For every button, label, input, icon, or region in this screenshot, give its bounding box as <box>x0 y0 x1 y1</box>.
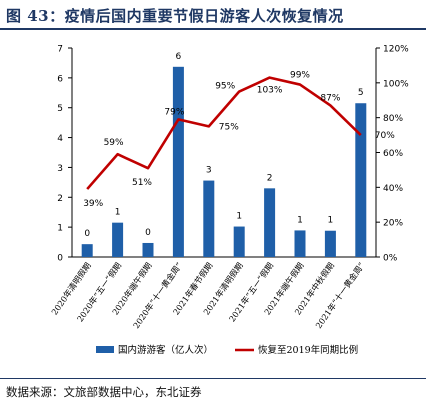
y-right-tick-label: 20% <box>383 219 403 229</box>
y-left-tick-label: 2 <box>57 194 63 204</box>
bar-value-label: 2 <box>267 173 273 183</box>
line-value-label: 59% <box>104 138 124 148</box>
data-labels: 0 1 0 6 3 1 2 1 1 5 39% 59% 51% 79% 75% 95% 103% 99% 87% 70… <box>83 52 395 239</box>
bar <box>355 103 367 257</box>
line-value-label: 70% <box>375 131 395 141</box>
bar-value-label: 5 <box>358 88 364 98</box>
bar-value-label: 1 <box>115 208 121 218</box>
bar <box>264 188 276 257</box>
line-value-label: 39% <box>83 199 103 209</box>
line-value-label: 95% <box>215 82 235 92</box>
y-left-tick-label: 5 <box>57 104 63 114</box>
line-path <box>86 76 362 190</box>
chart: 012345670%20%40%60%80%100%120%2020年清明假期2… <box>49 45 409 357</box>
line-value-label: 75% <box>219 122 239 132</box>
y-right-tick-label: 60% <box>383 149 403 159</box>
bar-series <box>81 66 367 257</box>
y-left-tick-label: 7 <box>57 45 63 55</box>
y-left-tick-label: 4 <box>57 134 63 144</box>
legend-swatch-bars <box>96 346 114 353</box>
line-value-label: 79% <box>164 107 184 117</box>
source-note: 数据来源：文旅部数据中心，东北证券 <box>6 385 202 399</box>
bar <box>203 180 215 257</box>
line-series <box>86 76 362 190</box>
title-bar: 图 43：疫情后国内重要节假日游客人次恢复情况 <box>0 0 426 30</box>
bar-value-label: 0 <box>84 229 90 239</box>
bar-value-label: 1 <box>297 215 303 225</box>
line-value-label: 87% <box>320 93 340 103</box>
bar-value-label: 1 <box>236 212 242 222</box>
y-left-tick-label: 1 <box>57 224 63 234</box>
bar <box>142 242 154 257</box>
legend: 国内游游客（亿人次） 恢复至2019年同期比例 <box>96 344 358 356</box>
line-value-label: 103% <box>257 86 283 96</box>
bar <box>172 66 184 257</box>
y-left-tick-label: 6 <box>57 74 63 84</box>
legend-label-line: 恢复至2019年同期比例 <box>258 344 358 356</box>
bar-value-label: 3 <box>206 166 212 176</box>
bar <box>81 244 93 257</box>
source-divider <box>0 378 426 379</box>
chart-title: 图 43：疫情后国内重要节假日游客人次恢复情况 <box>6 7 344 25</box>
bar <box>112 222 124 257</box>
y-left-tick-label: 3 <box>57 164 63 174</box>
y-right-tick-label: 100% <box>383 79 409 89</box>
y-right-tick-label: 0% <box>383 254 398 264</box>
bar-value-label: 1 <box>328 216 334 226</box>
bar <box>294 230 306 257</box>
bar <box>233 226 245 257</box>
y-right-tick-label: 80% <box>383 114 403 124</box>
legend-label-bars: 国内游游客（亿人次） <box>118 344 213 356</box>
bar-value-label: 0 <box>145 228 151 238</box>
y-left-tick-label: 0 <box>57 254 63 264</box>
line-value-label: 51% <box>132 178 152 188</box>
y-right-tick-label: 120% <box>383 45 409 55</box>
y-right-tick-label: 40% <box>383 184 403 194</box>
bar <box>324 230 336 257</box>
bar-value-label: 6 <box>176 52 182 62</box>
line-value-label: 99% <box>290 71 310 81</box>
